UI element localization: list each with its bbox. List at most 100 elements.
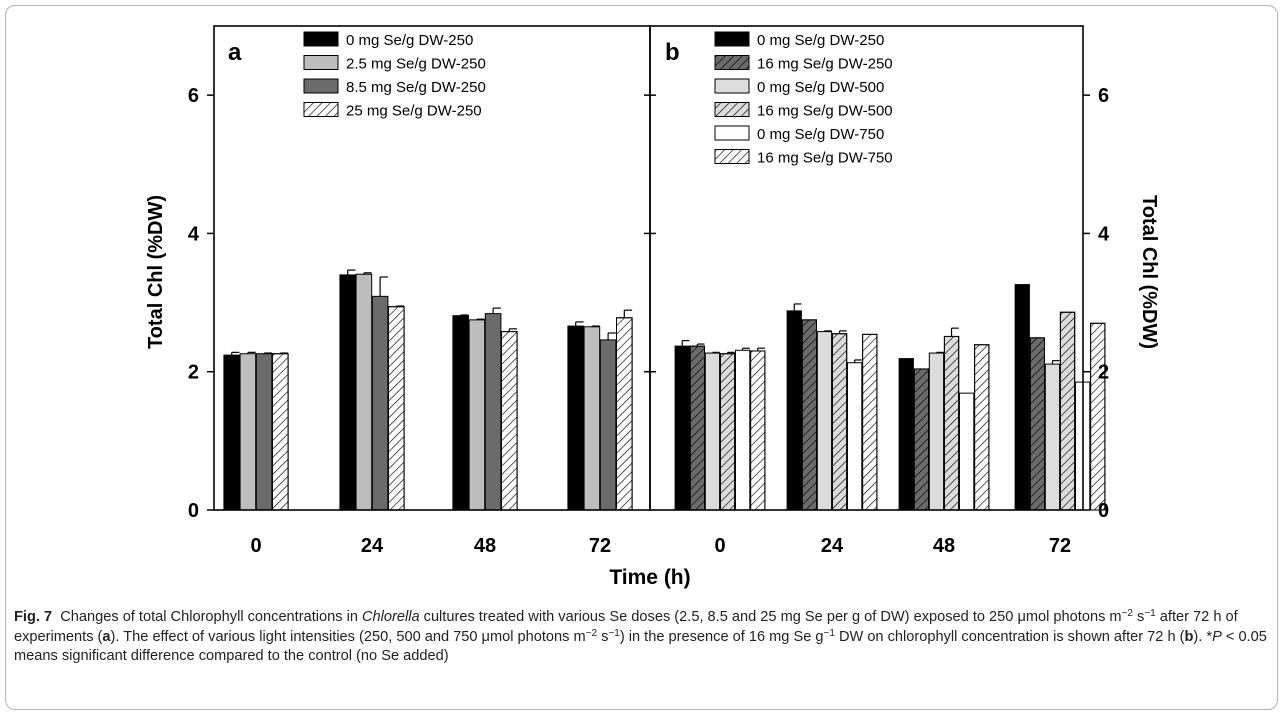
bar xyxy=(1044,363,1061,511)
caption-superscript: −2 xyxy=(1121,608,1133,619)
caption-text: s xyxy=(597,628,609,645)
bar-hatch xyxy=(974,344,990,511)
y-tick-label: 6 xyxy=(188,85,199,107)
bar xyxy=(223,354,240,511)
y-tick-label: 4 xyxy=(188,223,200,245)
bar-hatch xyxy=(862,333,878,511)
bar xyxy=(898,358,914,511)
legend-label: 8.5 mg Se/g DW-250 xyxy=(346,79,486,96)
legend-label: 0 mg Se/g DW-250 xyxy=(346,32,473,49)
y-axis-label-left: Total Chl (%DW) xyxy=(145,195,167,349)
bar-hatch xyxy=(943,335,960,511)
bar xyxy=(928,352,945,511)
y-axis-label-right: Total Chl (%DW) xyxy=(1138,195,1160,349)
x-tick-label: 48 xyxy=(474,535,496,557)
bar xyxy=(339,274,356,511)
y-tick-label: 2 xyxy=(188,362,199,384)
legend-swatch xyxy=(303,55,339,70)
bar-hatch xyxy=(272,353,289,511)
legend-swatch xyxy=(303,78,339,94)
figure-caption: Fig. 7 Changes of total Chlorophyll conc… xyxy=(14,608,1269,667)
caption-superscript: −1 xyxy=(823,627,835,639)
caption-text: ). The effect of various light intensiti… xyxy=(110,628,586,645)
caption-superscript: −1 xyxy=(608,627,620,639)
bar-hatch xyxy=(1059,311,1076,511)
caption-text: ) in the presence of 16 mg Se g xyxy=(619,628,824,645)
bar xyxy=(371,295,389,511)
caption-superscript: −1 xyxy=(1144,608,1156,619)
x-tick-label: 24 xyxy=(361,535,384,557)
legend-label: 2.5 mg Se/g DW-250 xyxy=(346,56,486,73)
legend-swatch-hatch xyxy=(303,102,339,117)
y-tick-label: 2 xyxy=(1098,362,1109,384)
panel-b-label: b xyxy=(665,39,680,66)
caption-species: Chlorella xyxy=(362,609,420,625)
legend-label: 16 mg Se/g DW-250 xyxy=(757,56,893,73)
legend-label: 0 mg Se/g DW-500 xyxy=(757,79,884,96)
caption-panel-ref-b: b xyxy=(1184,628,1194,645)
caption-text: ). * xyxy=(1193,628,1213,645)
legend-label: 0 mg Se/g DW-750 xyxy=(757,126,884,143)
x-tick-label: 24 xyxy=(821,535,844,557)
caption-text: < 0.05 means significant difference comp… xyxy=(14,628,1267,665)
legend-label: 16 mg Se/g DW-500 xyxy=(757,103,893,120)
plot-layer: 0 mg Se/g DW-250 2.5 mg Se/g DW-250 8.5 mg… xyxy=(188,25,1110,557)
bar xyxy=(1014,284,1030,511)
x-tick-label: 72 xyxy=(589,535,611,557)
y-tick-label: 0 xyxy=(188,500,199,522)
caption-text: after 72 h of experiments ( xyxy=(14,609,1238,645)
bar xyxy=(484,313,502,511)
bar xyxy=(599,339,617,511)
panel-frame xyxy=(649,25,1084,511)
caption-figure-label: Fig. 7 xyxy=(14,609,53,625)
bar-hatch xyxy=(719,353,736,511)
x-tick-label: 0 xyxy=(714,535,725,557)
legend-swatch-hatch xyxy=(714,149,750,164)
legend-label: 16 mg Se/g DW-750 xyxy=(757,150,893,167)
bar-hatch xyxy=(801,319,818,511)
bar xyxy=(468,319,486,511)
x-axis-label: Time (h) xyxy=(609,566,690,589)
caption-text: Changes of total Chlorophyll concentrati… xyxy=(60,609,362,625)
legend-label: 0 mg Se/g DW-250 xyxy=(757,32,884,49)
caption-text: cultures treated with various Se doses (… xyxy=(419,609,1122,625)
y-tick-label: 4 xyxy=(1098,223,1110,245)
legend-swatch xyxy=(714,125,750,141)
bar xyxy=(239,353,257,511)
bar-hatch xyxy=(689,345,706,511)
legend-swatch xyxy=(714,78,750,94)
bar-hatch xyxy=(1029,337,1045,511)
bar xyxy=(567,325,585,511)
bar-hatch xyxy=(750,350,766,511)
bar-hatch xyxy=(1090,322,1106,511)
bar-hatch xyxy=(616,317,633,511)
bar xyxy=(704,352,721,511)
caption-panel-ref-a: a xyxy=(102,628,111,645)
bar xyxy=(816,331,833,511)
caption-text: DW on chlorophyll concentration is shown… xyxy=(834,628,1185,645)
legend-swatch-hatch xyxy=(714,102,750,117)
x-tick-label: 72 xyxy=(1049,535,1071,557)
bar xyxy=(674,345,690,511)
caption-text: s xyxy=(1132,609,1145,625)
bar xyxy=(959,392,975,511)
legend-label: 25 mg Se/g DW-250 xyxy=(346,103,482,120)
y-tick-label: 0 xyxy=(1098,500,1109,522)
bar xyxy=(735,349,751,511)
bar-hatch xyxy=(501,331,518,511)
caption-p-symbol: P xyxy=(1212,628,1222,645)
legend-swatch xyxy=(714,31,750,47)
bar xyxy=(583,326,601,511)
bar xyxy=(355,273,373,511)
x-tick-label: 0 xyxy=(250,535,261,557)
bar xyxy=(255,353,273,511)
y-tick-label: 6 xyxy=(1098,85,1109,107)
bar-hatch xyxy=(388,306,405,511)
x-tick-label: 48 xyxy=(933,535,955,557)
bar xyxy=(786,310,802,511)
figure-frame xyxy=(5,5,1278,710)
bar xyxy=(847,362,863,511)
caption-superscript: −2 xyxy=(585,627,598,639)
bar xyxy=(452,315,469,511)
bar-chart-figure: 0 mg Se/g DW-250 2.5 mg Se/g DW-250 8.5 mg… xyxy=(145,25,1160,589)
